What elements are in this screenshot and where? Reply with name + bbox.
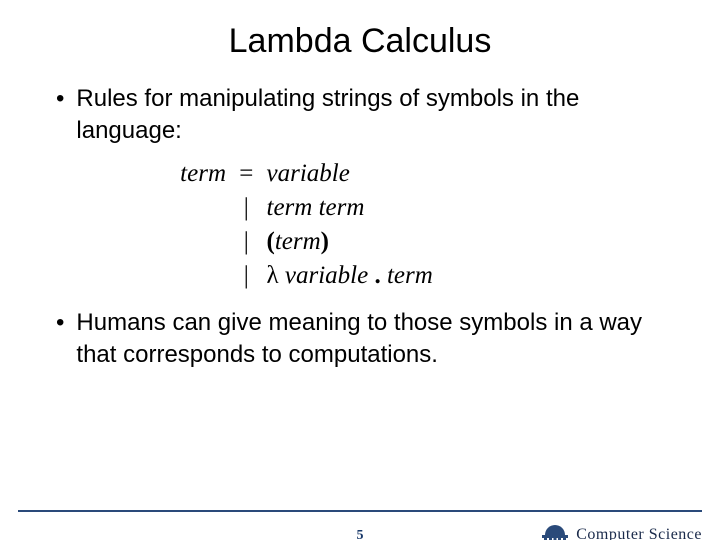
footer-separator bbox=[18, 510, 702, 512]
grammar-rhs: term term bbox=[267, 194, 365, 221]
grammar-row: term = variable bbox=[156, 157, 680, 191]
grammar-row: | term term bbox=[156, 191, 680, 225]
bullet-item: • Humans can give meaning to those symbo… bbox=[56, 307, 680, 371]
grammar-pipe: | bbox=[232, 225, 260, 259]
slide-content: • Rules for manipulating strings of symb… bbox=[0, 83, 720, 371]
slide-footer: 5 Computer Science at the UNIVERSITY of … bbox=[0, 510, 720, 540]
bullet-text: Rules for manipulating strings of symbol… bbox=[76, 83, 680, 147]
grammar-lhs: term bbox=[156, 157, 226, 191]
uva-rotunda-icon bbox=[540, 522, 570, 540]
footer-logo-main: Computer Science bbox=[576, 527, 702, 540]
grammar-lambda-var: variable bbox=[279, 262, 375, 289]
grammar-rhs: λ variable . term bbox=[267, 262, 433, 289]
bullet-marker: • bbox=[56, 307, 64, 339]
lambda-symbol: λ bbox=[267, 262, 279, 289]
footer-logo: Computer Science at the UNIVERSITY of VI… bbox=[540, 522, 702, 540]
bullet-item: • Rules for manipulating strings of symb… bbox=[56, 83, 680, 147]
slide: Lambda Calculus • Rules for manipulating… bbox=[0, 22, 720, 540]
bullet-text: Humans can give meaning to those symbols… bbox=[76, 307, 680, 371]
grammar-pipe: | bbox=[232, 191, 260, 225]
grammar-pipe: | bbox=[232, 259, 260, 293]
bullet-marker: • bbox=[56, 83, 64, 115]
grammar-rhs: variable bbox=[267, 160, 350, 187]
slide-title: Lambda Calculus bbox=[0, 22, 720, 61]
grammar-row: | (term) bbox=[156, 225, 680, 259]
footer-logo-text: Computer Science at the UNIVERSITY of VI… bbox=[576, 527, 702, 540]
grammar-block: term = variable | term term | (term) | λ… bbox=[156, 157, 680, 293]
grammar-rhs: (term) bbox=[267, 228, 329, 255]
grammar-row: | λ variable . term bbox=[156, 259, 680, 293]
grammar-lambda-body: term bbox=[381, 262, 433, 289]
paren-open: ( bbox=[267, 228, 275, 255]
paren-close: ) bbox=[321, 228, 329, 255]
grammar-eq: = bbox=[232, 157, 260, 191]
grammar-rhs-term: term bbox=[275, 228, 321, 255]
